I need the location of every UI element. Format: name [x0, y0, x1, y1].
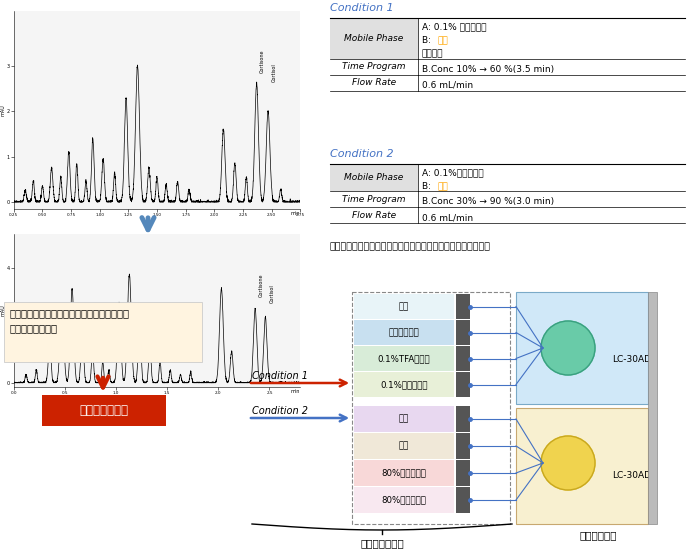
Text: D: D — [460, 496, 466, 505]
Y-axis label: mAU: mAU — [0, 104, 5, 116]
Text: Cortisol: Cortisol — [270, 284, 275, 302]
Text: min: min — [290, 389, 300, 394]
Text: Time Program: Time Program — [342, 62, 406, 71]
Text: 事先准备使用频率高的容剂，在想要变更流动
相组合时立刻对应: 事先准备使用频率高的容剂，在想要变更流动 相组合时立刻对应 — [9, 308, 129, 334]
Text: 乙腈: 乙腈 — [437, 36, 448, 45]
Text: 流动相设置例: 流动相设置例 — [579, 530, 617, 540]
FancyBboxPatch shape — [354, 433, 454, 459]
FancyBboxPatch shape — [456, 433, 470, 459]
Text: B: B — [460, 328, 466, 337]
Text: A: A — [460, 302, 466, 311]
Text: 0.1%TFA水溶液: 0.1%TFA水溶液 — [377, 354, 431, 363]
Text: Flow Rate: Flow Rate — [352, 211, 396, 219]
FancyBboxPatch shape — [516, 408, 648, 524]
FancyBboxPatch shape — [354, 406, 454, 432]
Text: 80%乙腈水溶液: 80%乙腈水溶液 — [382, 468, 426, 477]
FancyBboxPatch shape — [354, 346, 454, 371]
Text: 方法开发高激化: 方法开发高激化 — [79, 404, 128, 418]
FancyBboxPatch shape — [354, 487, 454, 513]
Text: 0.1%甲酸水溶液: 0.1%甲酸水溶液 — [380, 380, 428, 389]
FancyBboxPatch shape — [456, 346, 470, 371]
Text: Flow Rate: Flow Rate — [352, 79, 396, 87]
Text: Condition 2: Condition 2 — [330, 149, 393, 159]
Circle shape — [541, 436, 595, 490]
FancyBboxPatch shape — [456, 372, 470, 397]
FancyBboxPatch shape — [456, 406, 470, 432]
Text: C: C — [460, 354, 466, 363]
FancyBboxPatch shape — [456, 487, 470, 513]
Text: Condition 2: Condition 2 — [252, 406, 308, 416]
Text: LC-30AD: LC-30AD — [612, 355, 651, 364]
Text: B:: B: — [422, 182, 434, 191]
Y-axis label: mAU: mAU — [0, 305, 5, 316]
Text: 自由自在地组合: 自由自在地组合 — [360, 538, 404, 548]
FancyBboxPatch shape — [354, 294, 454, 319]
FancyBboxPatch shape — [42, 395, 166, 426]
Text: 磷酸缓冲容液: 磷酸缓冲容液 — [388, 328, 420, 337]
FancyArrowPatch shape — [142, 218, 154, 230]
Text: B.Conc 10% → 60 %(3.5 min): B.Conc 10% → 60 %(3.5 min) — [422, 65, 554, 74]
Text: A: 0.1% 甲酸水溶液: A: 0.1% 甲酸水溶液 — [422, 22, 486, 31]
Text: C: C — [460, 468, 466, 477]
Text: 乙腈: 乙腈 — [399, 414, 409, 423]
Text: Cortisone: Cortisone — [259, 273, 264, 297]
Text: 0.6 mL/min: 0.6 mL/min — [422, 213, 473, 222]
Text: 纯水: 纯水 — [399, 302, 409, 311]
Text: Condition 1: Condition 1 — [252, 371, 308, 381]
Text: 0.6 mL/min: 0.6 mL/min — [422, 81, 473, 90]
FancyBboxPatch shape — [354, 372, 454, 397]
Text: 80%甲醇水溶液: 80%甲醇水溶液 — [382, 496, 426, 505]
FancyBboxPatch shape — [648, 292, 657, 524]
Text: Cortisone: Cortisone — [260, 49, 265, 72]
Text: A: 0.1%甲酸水溶液: A: 0.1%甲酸水溶液 — [422, 168, 484, 177]
Text: Time Program: Time Program — [342, 195, 406, 204]
Text: min: min — [290, 211, 300, 216]
Text: Mobile Phase: Mobile Phase — [344, 173, 404, 182]
FancyBboxPatch shape — [456, 294, 470, 319]
Text: B.Conc 30% → 90 %(3.0 min): B.Conc 30% → 90 %(3.0 min) — [422, 197, 554, 206]
FancyBboxPatch shape — [330, 164, 418, 191]
Circle shape — [541, 321, 595, 375]
Text: Mobile Phase: Mobile Phase — [344, 34, 404, 43]
Text: A: A — [460, 414, 466, 423]
FancyBboxPatch shape — [456, 320, 470, 345]
Text: D: D — [460, 380, 466, 389]
FancyBboxPatch shape — [516, 292, 648, 404]
Text: 甲醇: 甲醇 — [399, 442, 409, 451]
Text: Condition 1: Condition 1 — [330, 3, 393, 13]
Text: B: B — [460, 442, 466, 451]
Text: Cortisol: Cortisol — [271, 63, 277, 81]
FancyBboxPatch shape — [4, 302, 202, 362]
Text: LC-30AD: LC-30AD — [612, 471, 651, 480]
Text: 梯度洗脱: 梯度洗脱 — [422, 50, 444, 58]
Text: 甲醇: 甲醇 — [437, 182, 448, 191]
FancyBboxPatch shape — [354, 320, 454, 345]
FancyBboxPatch shape — [330, 18, 418, 59]
Text: 事先准备使用频率高的容剂，在想要变更流动相组合时立刻对应: 事先准备使用频率高的容剂，在想要变更流动相组合时立刻对应 — [330, 242, 491, 251]
FancyBboxPatch shape — [354, 460, 454, 486]
FancyBboxPatch shape — [456, 460, 470, 486]
Text: B:: B: — [422, 36, 434, 45]
